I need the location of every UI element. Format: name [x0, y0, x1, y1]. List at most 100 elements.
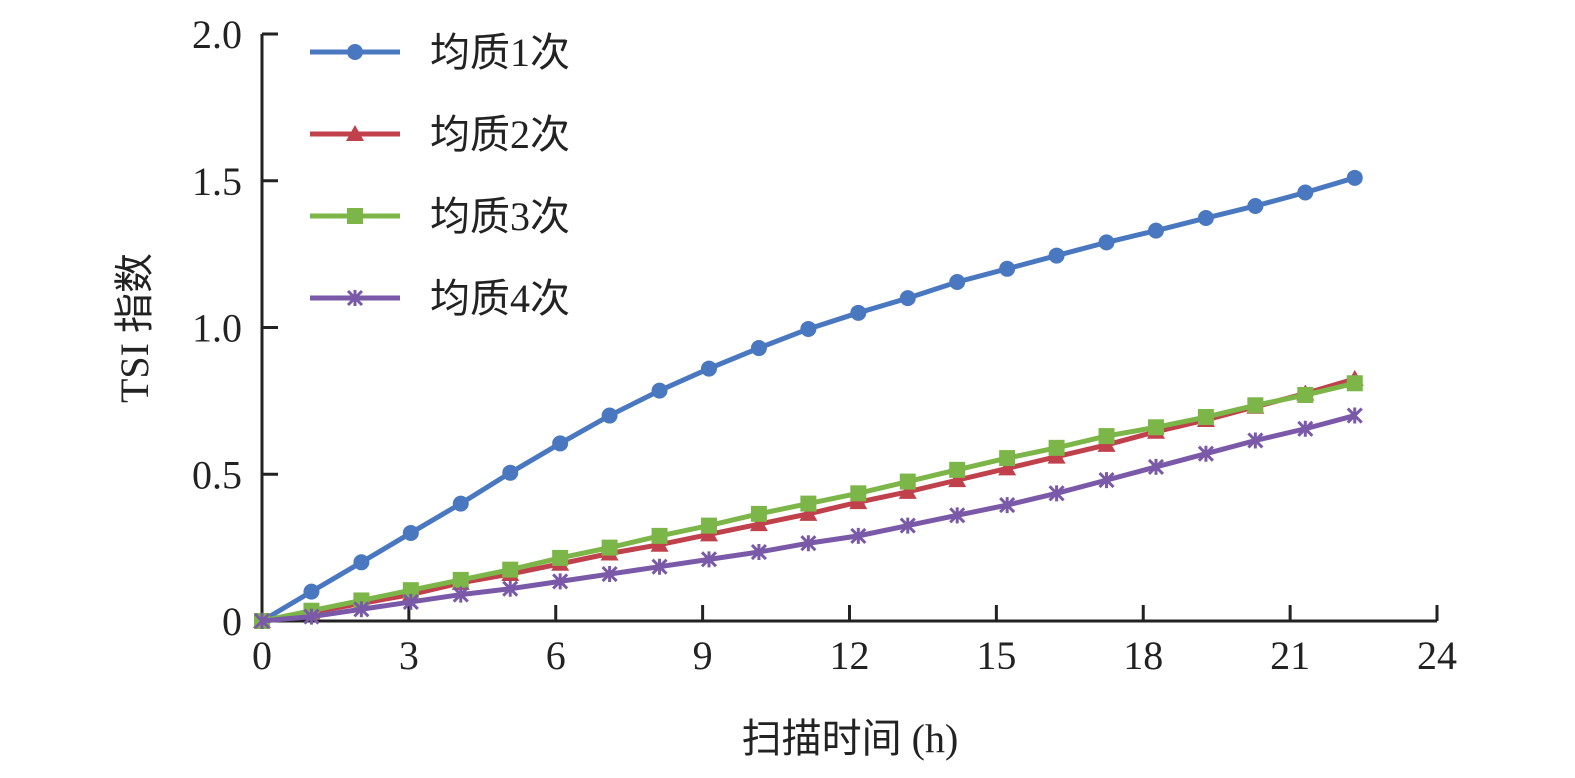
data-point: [1098, 234, 1115, 251]
data-point: [353, 554, 370, 571]
data-point: [601, 539, 618, 556]
y-tick-label: 0: [222, 599, 242, 644]
data-point: [552, 573, 569, 590]
data-point: [601, 565, 618, 583]
data-point: [750, 505, 767, 522]
data-point: [749, 515, 768, 532]
data-point: [700, 517, 717, 534]
data-point: [949, 507, 966, 524]
data-point: [949, 461, 966, 478]
data-point: [1247, 432, 1264, 449]
data-point: [402, 524, 419, 541]
data-point: [800, 495, 817, 512]
data-point: [1147, 222, 1164, 239]
data-point: [1197, 445, 1214, 462]
legend-label: 均质3次: [430, 194, 570, 239]
data-point: [353, 601, 370, 618]
data-point: [402, 582, 419, 599]
data-point: [850, 304, 867, 321]
data-point: [347, 208, 363, 224]
data-point: [850, 527, 867, 544]
x-tick-label: 6: [546, 633, 566, 678]
x-axis-label: 扫描时间 (h): [742, 716, 959, 761]
series-1: [254, 169, 1363, 629]
data-point: [998, 459, 1017, 476]
legend-label: 均质2次: [430, 112, 570, 157]
data-point: [949, 274, 966, 291]
data-point: [999, 260, 1016, 277]
series-4: [253, 407, 1363, 630]
x-tick-label: 12: [830, 633, 870, 678]
data-point: [750, 340, 767, 357]
data-point: [502, 580, 519, 597]
data-point: [799, 504, 818, 521]
data-point: [1297, 420, 1314, 437]
data-point: [1147, 419, 1164, 436]
data-point: [1346, 169, 1363, 186]
data-point: [899, 517, 916, 534]
y-tick-label: 1.0: [192, 306, 242, 351]
data-point: [1297, 387, 1314, 404]
data-point: [402, 593, 419, 610]
data-point: [651, 382, 668, 399]
data-point: [303, 608, 320, 625]
data-point: [899, 290, 916, 307]
data-point: [1197, 210, 1214, 227]
data-point: [750, 543, 767, 561]
data-point: [999, 497, 1016, 514]
data-point: [651, 527, 668, 544]
data-point: [502, 464, 519, 481]
x-tick-label: 21: [1270, 633, 1310, 678]
y-tick-label: 2.0: [192, 12, 242, 57]
x-tick-label: 18: [1123, 633, 1163, 678]
x-tick-label: 15: [976, 633, 1016, 678]
legend-item: 均质4次: [310, 276, 570, 321]
data-point: [899, 473, 916, 490]
data-point: [999, 450, 1016, 467]
y-tick-label: 1.5: [192, 159, 242, 204]
data-point: [700, 551, 718, 568]
data-point: [1098, 472, 1115, 489]
data-point: [303, 583, 320, 600]
data-point: [700, 360, 717, 377]
legend-label: 均质1次: [430, 30, 570, 75]
data-point: [347, 44, 363, 60]
data-point: [898, 482, 917, 499]
data-point: [948, 471, 967, 488]
data-point: [1297, 184, 1314, 201]
legend-item: 均质1次: [310, 30, 570, 75]
data-point: [800, 535, 817, 552]
data-point: [452, 586, 469, 603]
data-point: [253, 612, 271, 630]
data-point: [601, 407, 618, 424]
data-point: [346, 289, 364, 307]
legend-item: 均质3次: [310, 194, 570, 239]
legend-item: 均质2次: [310, 112, 570, 157]
data-point: [1247, 197, 1264, 214]
legend-label: 均质4次: [430, 276, 570, 321]
data-point: [552, 435, 569, 452]
data-point: [1048, 247, 1065, 264]
data-point: [346, 125, 364, 141]
series-3: [254, 375, 1363, 629]
y-tick-label: 0.5: [192, 452, 242, 497]
x-tick-label: 9: [693, 633, 713, 678]
series-layer: [253, 169, 1364, 630]
data-point: [1247, 397, 1264, 414]
data-point: [452, 571, 469, 588]
x-tick-label: 24: [1417, 633, 1457, 678]
data-point: [1197, 409, 1214, 426]
data-point: [1147, 458, 1165, 475]
data-point: [1048, 485, 1065, 502]
x-tick-label: 0: [252, 633, 272, 678]
data-point: [502, 561, 519, 578]
data-point: [850, 485, 867, 502]
data-point: [1048, 439, 1065, 456]
axes: 0 3 6 9 12 15 18 21 24 0 0.5 1.0 1.5 2.0: [192, 12, 1457, 678]
series-line: [260, 175, 1356, 624]
data-point: [1346, 407, 1363, 424]
data-point: [452, 495, 469, 512]
y-axis-label: TSI 指数: [112, 253, 157, 403]
